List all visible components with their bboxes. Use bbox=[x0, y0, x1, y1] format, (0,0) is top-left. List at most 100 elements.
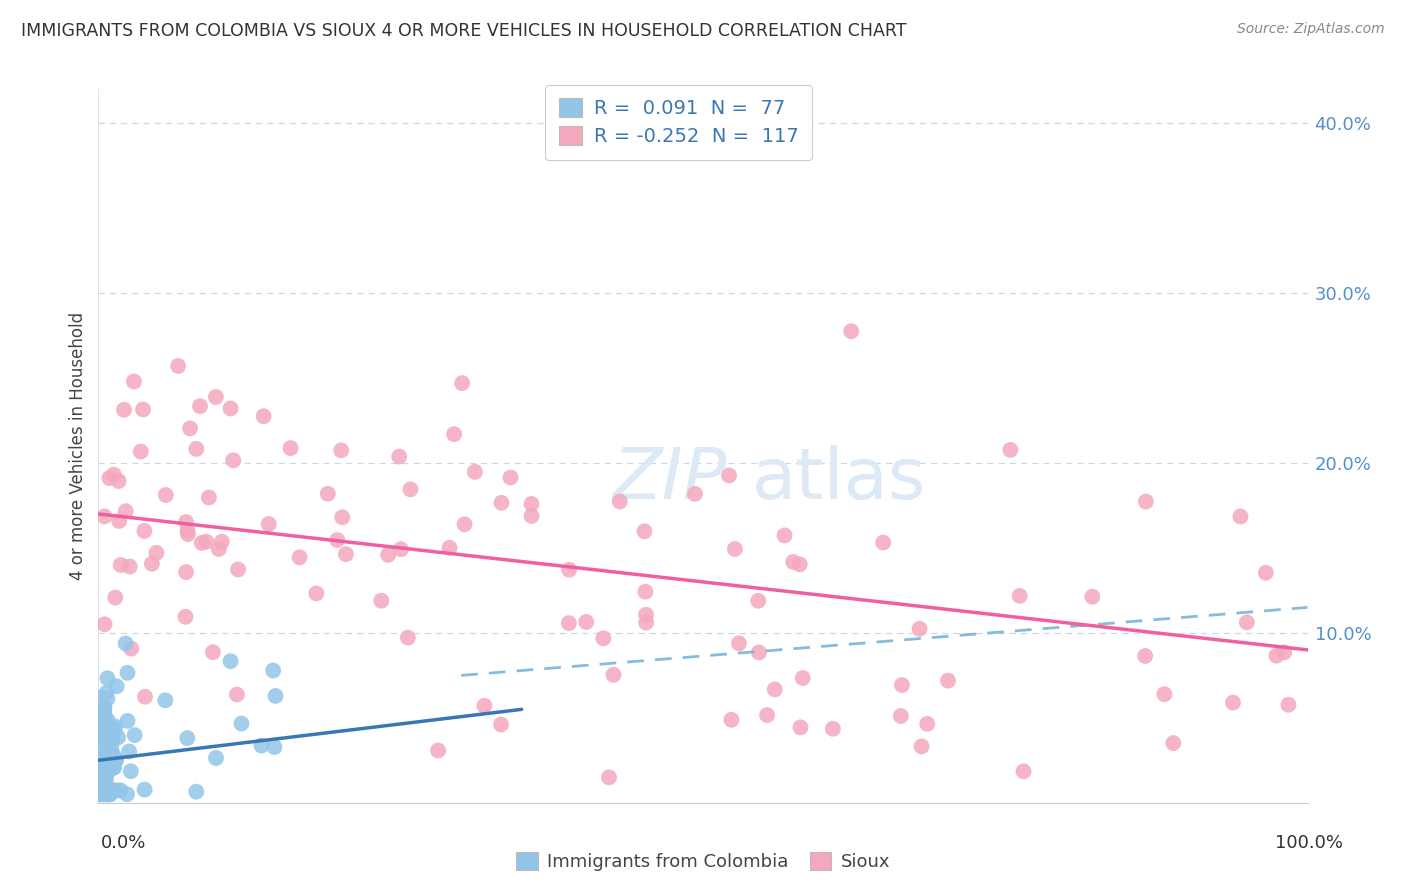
Point bbox=[330, 510, 353, 524]
Point bbox=[110, 558, 132, 572]
Point bbox=[1000, 442, 1022, 457]
Point bbox=[1272, 645, 1295, 659]
Point bbox=[103, 760, 125, 774]
Point bbox=[117, 665, 139, 680]
Point bbox=[145, 546, 167, 560]
Point bbox=[89, 787, 111, 801]
Point bbox=[186, 442, 208, 456]
Point bbox=[104, 591, 127, 605]
Point bbox=[97, 787, 120, 801]
Point bbox=[129, 444, 152, 458]
Y-axis label: 4 or more Vehicles in Household: 4 or more Vehicles in Household bbox=[69, 312, 87, 580]
Point bbox=[96, 691, 118, 706]
Point bbox=[115, 787, 138, 801]
Point bbox=[100, 787, 122, 801]
Point bbox=[174, 565, 197, 579]
Point bbox=[451, 376, 474, 390]
Point bbox=[191, 536, 214, 550]
Point bbox=[316, 487, 339, 501]
Point bbox=[176, 731, 198, 745]
Point bbox=[636, 615, 658, 630]
Point bbox=[264, 689, 287, 703]
Point bbox=[201, 645, 224, 659]
Point bbox=[377, 548, 399, 562]
Point bbox=[1012, 764, 1035, 779]
Point bbox=[94, 780, 117, 794]
Point bbox=[89, 721, 111, 735]
Point bbox=[93, 509, 115, 524]
Point bbox=[155, 693, 177, 707]
Point bbox=[94, 775, 117, 789]
Point bbox=[222, 453, 245, 467]
Point bbox=[763, 682, 786, 697]
Point bbox=[122, 375, 145, 389]
Point bbox=[633, 524, 655, 539]
Point bbox=[198, 491, 221, 505]
Point bbox=[107, 474, 129, 488]
Point bbox=[489, 717, 512, 731]
Point bbox=[179, 421, 201, 435]
Point bbox=[94, 753, 117, 767]
Point bbox=[499, 470, 522, 484]
Point bbox=[91, 787, 114, 801]
Point bbox=[558, 616, 581, 631]
Point bbox=[718, 468, 741, 483]
Point bbox=[1229, 509, 1251, 524]
Point bbox=[94, 725, 117, 739]
Point bbox=[195, 534, 218, 549]
Point bbox=[94, 772, 117, 786]
Point bbox=[908, 622, 931, 636]
Point bbox=[575, 615, 598, 629]
Point bbox=[93, 766, 115, 780]
Point bbox=[90, 702, 112, 716]
Point bbox=[219, 654, 242, 668]
Point bbox=[520, 508, 543, 523]
Point bbox=[747, 594, 769, 608]
Point bbox=[98, 763, 121, 777]
Point bbox=[100, 733, 122, 747]
Point bbox=[93, 701, 115, 715]
Point bbox=[1236, 615, 1258, 630]
Point bbox=[474, 698, 496, 713]
Point bbox=[132, 402, 155, 417]
Point bbox=[134, 524, 156, 538]
Point bbox=[105, 783, 128, 797]
Text: 0.0%: 0.0% bbox=[101, 834, 146, 852]
Point bbox=[558, 563, 581, 577]
Point bbox=[93, 617, 115, 632]
Point bbox=[636, 607, 658, 622]
Point bbox=[90, 715, 112, 730]
Point bbox=[915, 717, 938, 731]
Point bbox=[219, 401, 242, 416]
Point bbox=[728, 636, 751, 650]
Point bbox=[104, 719, 127, 733]
Point bbox=[1135, 648, 1157, 663]
Point bbox=[155, 488, 177, 502]
Point bbox=[114, 504, 136, 518]
Text: IMMIGRANTS FROM COLOMBIA VS SIOUX 4 OR MORE VEHICLES IN HOUSEHOLD CORRELATION CH: IMMIGRANTS FROM COLOMBIA VS SIOUX 4 OR M… bbox=[21, 22, 907, 40]
Point bbox=[120, 641, 142, 656]
Point bbox=[890, 709, 912, 723]
Point bbox=[520, 497, 543, 511]
Point bbox=[263, 740, 285, 755]
Text: 100.0%: 100.0% bbox=[1275, 834, 1343, 852]
Point bbox=[464, 465, 486, 479]
Legend: R =  0.091  N =  77, R = -0.252  N =  117: R = 0.091 N = 77, R = -0.252 N = 117 bbox=[546, 85, 813, 160]
Point bbox=[117, 714, 139, 728]
Point bbox=[491, 496, 513, 510]
Point bbox=[108, 514, 131, 528]
Point bbox=[134, 690, 156, 704]
Point bbox=[93, 700, 115, 714]
Point bbox=[330, 443, 353, 458]
Point bbox=[103, 467, 125, 482]
Point bbox=[186, 785, 208, 799]
Point bbox=[93, 705, 115, 719]
Point bbox=[96, 729, 118, 743]
Point bbox=[103, 761, 125, 775]
Point bbox=[208, 541, 231, 556]
Point bbox=[89, 787, 111, 801]
Point bbox=[592, 632, 614, 646]
Point bbox=[335, 547, 357, 561]
Point bbox=[839, 324, 862, 338]
Point bbox=[205, 390, 228, 404]
